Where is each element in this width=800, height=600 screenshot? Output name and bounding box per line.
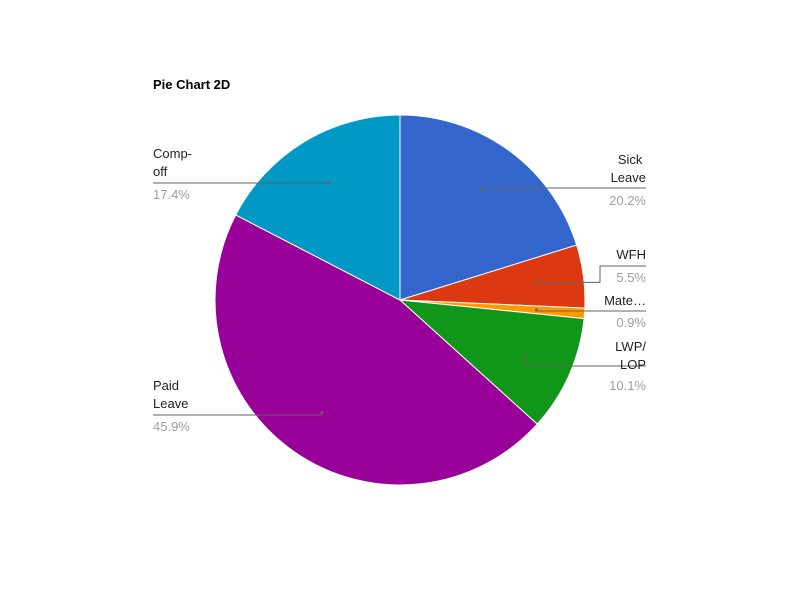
slice-label: Comp-off bbox=[153, 146, 192, 179]
slice-label-line: Paid bbox=[153, 378, 183, 393]
leader-dot bbox=[523, 354, 527, 358]
leader-dot bbox=[534, 280, 538, 284]
slice-label-line: WFH bbox=[616, 247, 646, 262]
leader-dot bbox=[320, 410, 324, 414]
slice-percent: 0.9% bbox=[616, 315, 646, 330]
slice-label: WFH bbox=[616, 247, 646, 262]
leader-line bbox=[535, 265, 646, 283]
slice-label: Paid Leave bbox=[153, 378, 188, 411]
slice-label-line: Sick bbox=[618, 152, 646, 167]
slice-label-line: Leave bbox=[153, 396, 188, 411]
slice-percent: 20.2% bbox=[609, 193, 646, 208]
slice-label-line: Leave bbox=[611, 170, 646, 185]
slice-percent: 10.1% bbox=[609, 378, 646, 393]
pie-slice bbox=[398, 299, 585, 425]
slice-label: Mate… bbox=[604, 293, 646, 308]
slice-label: LWP/LOP bbox=[615, 339, 646, 372]
slice-label-line: off bbox=[153, 164, 168, 179]
leader-line bbox=[524, 355, 646, 367]
leader-dot bbox=[327, 181, 331, 185]
slice-label-line: LOP bbox=[620, 357, 646, 372]
slice-label: Sick Leave bbox=[611, 152, 646, 185]
chart-title: Pie Chart 2D bbox=[153, 77, 230, 92]
pie-slice bbox=[214, 214, 538, 486]
slice-percent: 45.9% bbox=[153, 419, 190, 434]
slice-label-line: LWP/ bbox=[615, 339, 646, 354]
leader-dot bbox=[479, 188, 483, 192]
slice-label-line: Mate… bbox=[604, 293, 646, 308]
leader-dot bbox=[535, 308, 539, 312]
slice-label-line: Comp- bbox=[153, 146, 192, 161]
pie-slice bbox=[399, 114, 578, 301]
slice-percent: 5.5% bbox=[616, 270, 646, 285]
pie-slice bbox=[235, 114, 401, 301]
slice-percent: 17.4% bbox=[153, 187, 190, 202]
